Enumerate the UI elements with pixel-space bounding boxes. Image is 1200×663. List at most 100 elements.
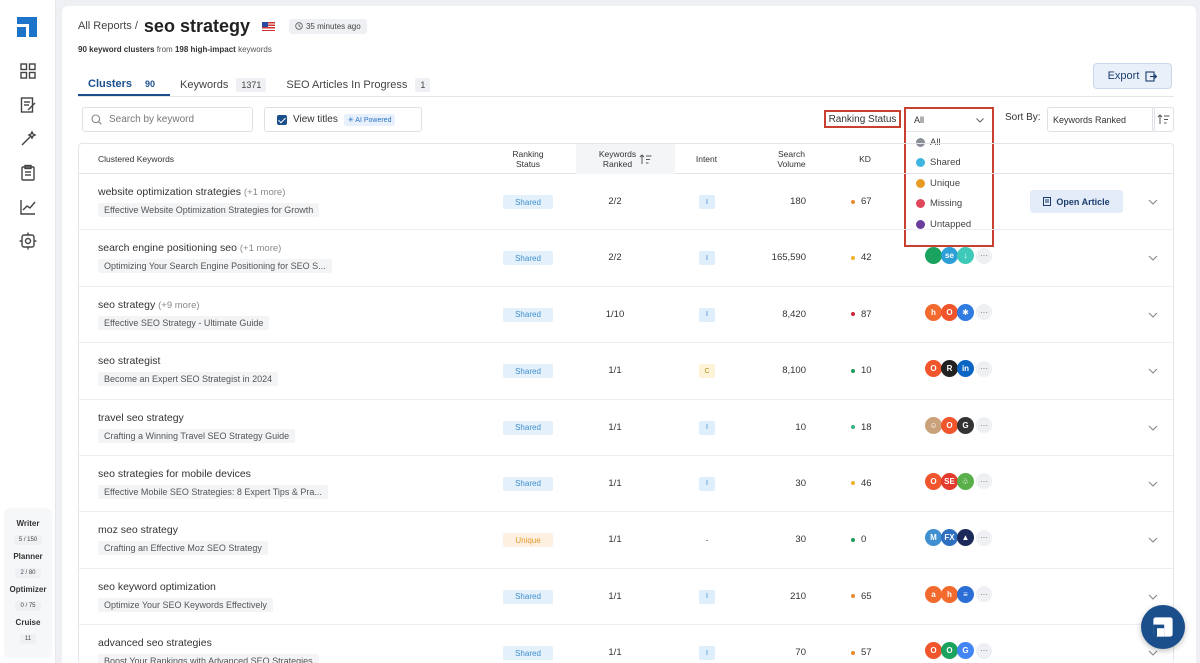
tab-seo-articles[interactable]: SEO Articles In Progress 1 [276,74,440,96]
magic-wand-icon[interactable] [19,130,37,148]
cluster-keyword[interactable]: seo strategies for mobile devices [98,468,251,480]
more-competitors-icon[interactable]: ··· [976,304,992,321]
cluster-keyword[interactable]: seo strategy (+9 more) [98,299,200,311]
chevron-down-icon[interactable] [1147,422,1159,434]
more-competitors-icon[interactable]: ··· [976,473,992,490]
competitor-logo-icon[interactable]: ↓ [957,247,974,265]
table-row[interactable]: website optimization strategies (+1 more… [79,174,1173,231]
cluster-keyword[interactable]: website optimization strategies (+1 more… [98,186,285,198]
ranking-option-missing[interactable]: Missing [906,194,992,215]
competitor-logo-icon[interactable]: O [925,642,942,660]
chevron-down-icon[interactable] [1147,591,1159,603]
chart-icon[interactable] [19,198,37,216]
chevron-down-icon[interactable] [1147,534,1159,546]
more-competitors-icon[interactable]: ··· [976,642,992,659]
col-keywords-ranked[interactable]: Keywords Ranked [576,144,675,174]
view-titles-toggle[interactable]: View titles ✳ AI Powered [264,107,422,132]
open-article-button[interactable]: Open Article [1030,190,1123,213]
clipboard-icon[interactable] [19,164,37,182]
help-chat-button[interactable] [1141,605,1185,649]
settings-icon[interactable] [19,232,37,250]
more-competitors-icon[interactable]: ··· [976,529,992,546]
more-keywords[interactable]: (+1 more) [239,243,282,255]
table-row[interactable]: moz seo strategy Crafting an Effective M… [79,512,1173,569]
logo-icon[interactable] [17,17,37,37]
competitor-logo-icon[interactable]: O [941,303,958,321]
writer-icon[interactable] [19,96,37,114]
more-competitors-icon[interactable]: ··· [976,360,992,377]
table-row[interactable]: seo keyword optimization Optimize Your S… [79,569,1173,626]
view-titles-checkbox[interactable] [277,114,287,125]
chevron-down-icon[interactable] [1147,196,1159,208]
more-keywords[interactable]: (+9 more) [158,299,200,311]
col-ranking-status[interactable]: Ranking Status [503,144,553,174]
search-volume: 210 [790,590,806,602]
cluster-keyword[interactable]: seo keyword optimization [98,581,216,593]
tab-keywords[interactable]: Keywords 1371 [170,74,276,96]
competitor-logo-icon[interactable]: R [941,360,958,378]
competitor-logo-icon[interactable]: M [925,529,942,547]
more-keywords[interactable]: (+1 more) [243,187,286,198]
competitor-logo-icon[interactable]: ≡ [957,585,974,603]
ranking-option-all[interactable]: All [906,132,992,153]
competitor-logo-icon[interactable]: O [925,472,942,490]
quota-value: 11 [19,634,37,644]
competitor-logo-icon[interactable]: SE [941,472,958,490]
tab-clusters[interactable]: Clusters 90 [78,74,171,96]
competitor-logo-icon[interactable]: O [941,416,958,434]
more-competitors-icon[interactable]: ··· [976,247,992,264]
table-row[interactable]: seo strategy (+9 more) Effective SEO Str… [79,287,1173,344]
col-search-volume[interactable]: Search Volume [769,144,814,174]
competitor-logo-icon[interactable]: h [941,585,958,603]
cluster-keyword[interactable]: travel seo strategy [98,412,184,424]
competitor-logo-icon[interactable]: O [925,360,942,378]
competitor-logo-icon[interactable]: G [957,416,974,434]
table-row[interactable]: seo strategies for mobile devices Effect… [79,456,1173,513]
ranking-option-shared[interactable]: Shared [906,153,992,174]
col-intent[interactable]: Intent [695,154,718,164]
cluster-keyword[interactable]: search engine positioning seo (+1 more) [98,242,281,254]
competitor-logo-icon[interactable]: ☺ [925,416,942,434]
search-input[interactable] [109,114,239,125]
competitor-logo-icon[interactable]: ▲ [957,529,974,547]
table-row[interactable]: travel seo strategy Crafting a Winning T… [79,400,1173,456]
breadcrumb[interactable]: All Reports / [78,20,138,32]
competitor-logo-icon[interactable]: ♧ [957,472,974,490]
article-title: Boost Your Rankings with Advanced SEO St… [98,654,319,663]
table-row[interactable]: seo strategist Become an Expert SEO Stra… [79,343,1173,400]
ranking-status-select[interactable]: All [906,109,992,132]
table-row[interactable]: advanced seo strategies Boost Your Ranki… [79,625,1173,663]
chevron-down-icon[interactable] [1147,309,1159,321]
competitor-logo-icon[interactable]: O [941,642,958,660]
cluster-keyword[interactable]: advanced seo strategies [98,637,212,649]
competitor-logo-icon[interactable] [925,247,942,265]
chevron-down-icon[interactable] [1147,252,1159,264]
export-button[interactable]: Export [1093,63,1172,89]
competitor-logo-icon[interactable]: a [925,585,942,603]
competitors: h O ✱ ··· [925,303,992,321]
ranking-status-dropdown[interactable]: All All Shared Unique Missing Untapped [904,107,994,247]
ranking-option-unique[interactable]: Unique [906,173,992,194]
ranking-selected-value: All [914,115,925,125]
competitor-logo-icon[interactable]: G [957,642,974,660]
col-kd[interactable]: KD [859,154,871,164]
chevron-down-icon[interactable] [1147,365,1159,377]
dashboard-icon[interactable] [19,62,37,80]
ranking-option-untapped[interactable]: Untapped [906,214,992,235]
chevron-down-icon[interactable] [1147,647,1159,659]
chevron-down-icon[interactable] [1147,478,1159,490]
competitor-logo-icon[interactable]: in [957,360,974,378]
sort-direction-button[interactable] [1152,107,1174,132]
summary-keywords: keywords [235,45,272,54]
competitor-logo-icon[interactable]: FX [941,529,958,547]
more-competitors-icon[interactable]: ··· [976,586,992,603]
competitor-logo-icon[interactable]: se [941,247,958,265]
more-competitors-icon[interactable]: ··· [976,417,992,434]
cluster-keyword[interactable]: seo strategist [98,355,160,367]
competitor-logo-icon[interactable]: ✱ [957,303,974,321]
search-box[interactable] [82,107,253,132]
competitor-logo-icon[interactable]: h [925,303,942,321]
sort-by-select[interactable]: Keywords Ranked [1047,107,1155,132]
table-row[interactable]: search engine positioning seo (+1 more) … [79,230,1173,287]
cluster-keyword[interactable]: moz seo strategy [98,524,178,536]
